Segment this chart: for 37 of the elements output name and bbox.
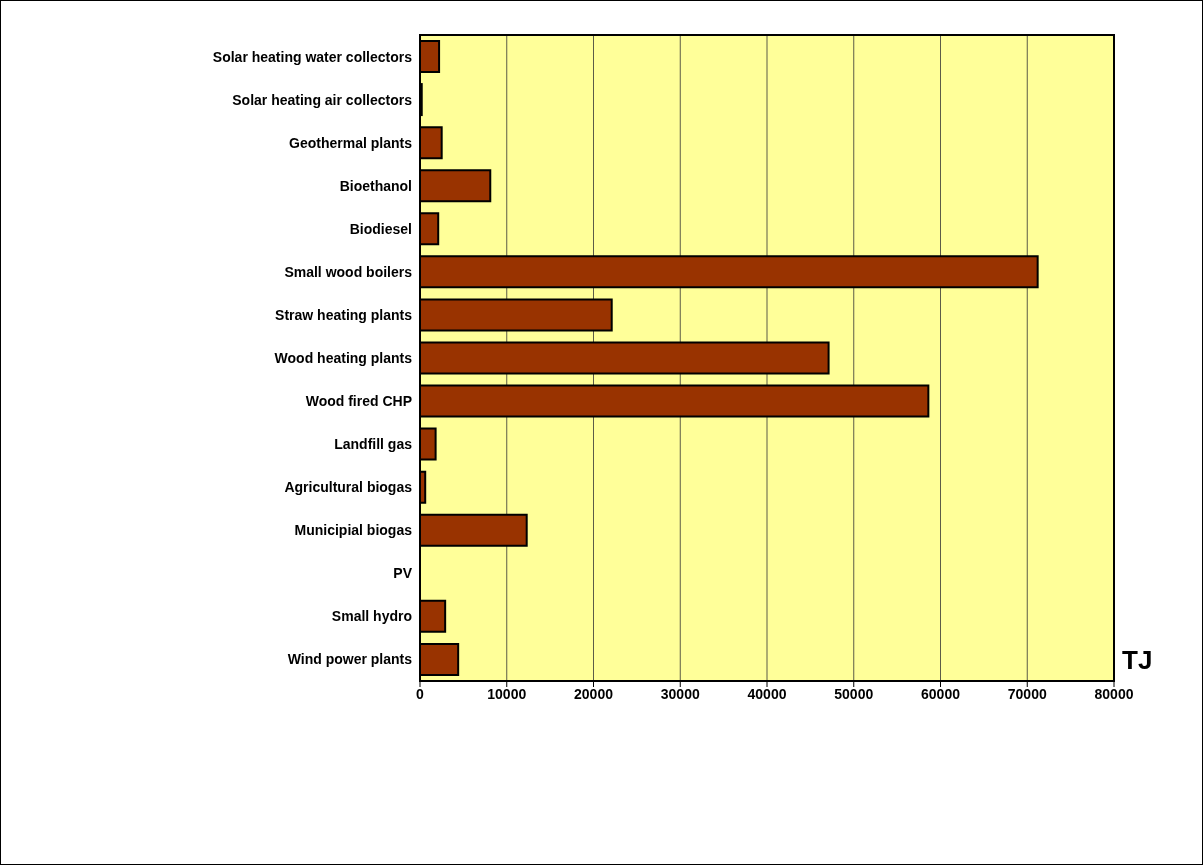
y-tick-label: Wind power plants <box>287 651 413 668</box>
y-tick-label: Landfill gas <box>334 436 413 453</box>
x-tick-label: 0 <box>416 685 425 702</box>
y-tick-label: Biodiesel <box>349 220 412 237</box>
x-tick-label: 20000 <box>574 685 614 702</box>
bar <box>420 169 492 203</box>
y-tick-label: Small hydro <box>331 608 412 625</box>
bar <box>420 427 437 461</box>
y-tick-label: Bioethanol <box>339 177 412 194</box>
x-tick-label: 10000 <box>487 685 527 702</box>
bar <box>420 40 441 73</box>
x-tick-label: 70000 <box>1007 685 1047 702</box>
y-tick-label: PV <box>393 565 413 582</box>
y-tick-label: Wood fired CHP <box>305 393 412 410</box>
bar <box>420 298 613 332</box>
x-tick-label: 50000 <box>834 685 874 702</box>
y-tick-label: Straw heating plants <box>275 306 413 323</box>
bar <box>420 642 460 676</box>
x-tick-label: 80000 <box>1094 685 1134 702</box>
y-tick-label: Solar heating air collectors <box>232 91 413 108</box>
y-tick-label: Agricultural biogas <box>284 479 413 496</box>
y-tick-label: Geothermal plants <box>289 134 413 151</box>
bar <box>420 384 930 418</box>
bar <box>420 599 447 633</box>
bar <box>420 126 443 160</box>
x-tick-label: 60000 <box>921 685 961 702</box>
bar <box>420 513 528 547</box>
x-tick-label: 40000 <box>747 685 787 702</box>
x-axis-title: TJ <box>1122 645 1153 675</box>
bar <box>420 341 830 375</box>
y-tick-label: Small wood boilers <box>284 263 413 280</box>
bar <box>420 212 440 246</box>
y-tick-label: Solar heating water collectors <box>212 48 413 65</box>
y-tick-label: Municipial biogas <box>294 522 413 539</box>
x-tick-label: 30000 <box>660 685 700 702</box>
bar <box>420 255 1039 289</box>
y-tick-label: Wood heating plants <box>274 349 413 366</box>
